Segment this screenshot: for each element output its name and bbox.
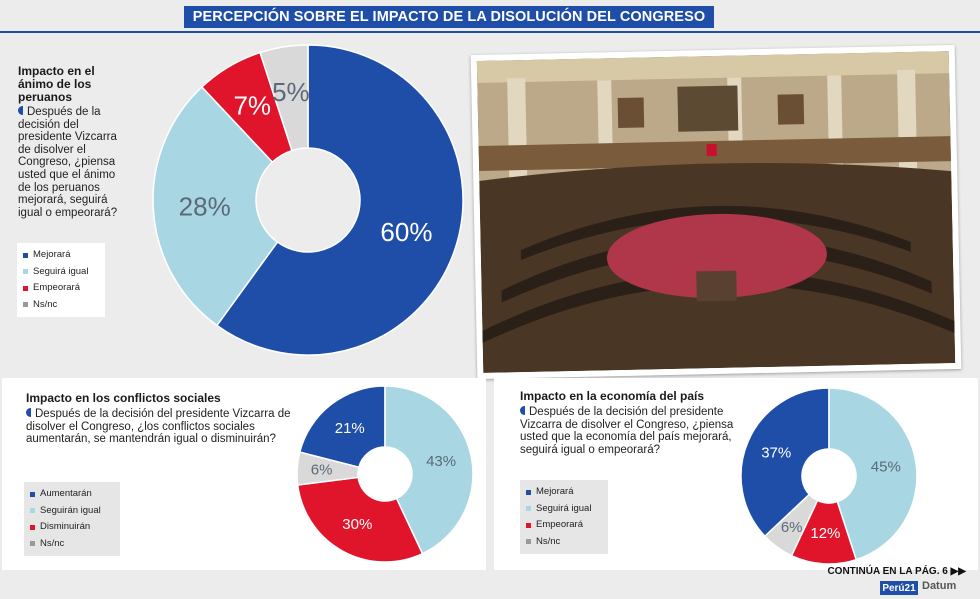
legend-item: Aumentarán bbox=[30, 486, 114, 503]
legend-swatch bbox=[30, 508, 35, 514]
chart-animo-panel: Impacto en el ánimo de los peruanos Desp… bbox=[0, 35, 470, 365]
slice-ns-nc bbox=[296, 451, 360, 486]
question-marker-icon bbox=[520, 406, 525, 415]
slice-mejorar- bbox=[740, 387, 830, 538]
congress-photo bbox=[470, 44, 962, 380]
chart-animo-legend: Mejorará Seguirá igual Empeorará Ns/nc bbox=[17, 243, 105, 317]
legend-item: Mejorará bbox=[526, 484, 602, 501]
congress-hall-image bbox=[476, 51, 956, 373]
legend-swatch bbox=[30, 524, 35, 530]
slice-aumentar-n bbox=[298, 385, 386, 469]
legend-swatch bbox=[23, 269, 28, 275]
data-label: 6% bbox=[781, 519, 803, 536]
legend-swatch bbox=[30, 541, 35, 547]
data-label: 37% bbox=[761, 445, 791, 462]
data-label: 6% bbox=[311, 462, 333, 479]
chart-conflictos-panel: Impacto en los conflictos sociales Despu… bbox=[2, 378, 486, 570]
chart-conflictos-donut: 21% 43% 30% 6% bbox=[296, 385, 474, 563]
legend-swatch bbox=[23, 302, 28, 308]
continued-note: CONTINÚA EN LA PÁG. 6 ▶▶ bbox=[827, 566, 966, 577]
slice-seguir-n-igual bbox=[384, 385, 474, 555]
data-label: 12% bbox=[810, 525, 840, 542]
slice-seguir-igual bbox=[152, 85, 279, 327]
chart-animo-title: Impacto en el ánimo de los peruanos bbox=[18, 64, 95, 104]
legend-swatch bbox=[23, 285, 28, 291]
legend-item: Seguirán igual bbox=[30, 503, 114, 520]
chart-conflictos-title: Impacto en los conflictos sociales bbox=[26, 391, 221, 405]
chart-economia-legend: Mejorará Seguirá igual Empeorará Ns/nc bbox=[520, 480, 608, 554]
data-label: 28% bbox=[179, 191, 231, 221]
page-title: PERCEPCIÓN SOBRE EL IMPACTO DE LA DISOLU… bbox=[192, 9, 706, 25]
legend-item: Ns/nc bbox=[30, 536, 114, 553]
slice-seguir-igual bbox=[828, 387, 918, 561]
title-rule bbox=[0, 31, 980, 33]
chart-animo-question: Después de la decisión del presidente Vi… bbox=[18, 106, 118, 219]
question-marker-icon bbox=[26, 408, 31, 417]
chart-animo-donut: 60% 28% 7% 5% bbox=[152, 44, 464, 356]
legend-item: Ns/nc bbox=[526, 534, 602, 551]
legend-item: Empeorará bbox=[526, 517, 602, 534]
chart-conflictos-legend: Aumentarán Seguirán igual Disminuirán Ns… bbox=[24, 482, 120, 556]
legend-swatch bbox=[526, 506, 531, 512]
peru21-logo: Perú21 bbox=[880, 581, 918, 595]
legend-swatch bbox=[526, 539, 531, 545]
title-banner: PERCEPCIÓN SOBRE EL IMPACTO DE LA DISOLU… bbox=[184, 6, 714, 28]
legend-swatch bbox=[23, 252, 28, 258]
data-label: 21% bbox=[335, 420, 365, 437]
legend-swatch bbox=[526, 522, 531, 528]
legend-item: Disminuirán bbox=[30, 519, 114, 536]
legend-item: Seguirá igual bbox=[23, 264, 99, 281]
slice-ns-nc bbox=[763, 493, 819, 557]
legend-item: Ns/nc bbox=[23, 297, 99, 314]
chart-economia-panel: Impacto en la economía del país Después … bbox=[494, 378, 978, 570]
data-label: 43% bbox=[426, 453, 456, 470]
legend-item: Seguirá igual bbox=[526, 501, 602, 518]
chart-economia-title: Impacto en la economía del país bbox=[520, 389, 705, 403]
chart-conflictos-question: Después de la decisión del presidente Vi… bbox=[26, 408, 291, 446]
slice-mejorar- bbox=[215, 44, 464, 356]
data-label: 5% bbox=[272, 77, 310, 107]
question-marker-icon bbox=[18, 106, 23, 115]
legend-item: Mejorará bbox=[23, 247, 99, 264]
datum-logo: Datum bbox=[922, 580, 957, 592]
legend-swatch bbox=[526, 489, 531, 495]
slice-ns-nc bbox=[259, 44, 309, 152]
legend-item: Empeorará bbox=[23, 280, 99, 297]
data-label: 60% bbox=[380, 217, 432, 247]
data-label: 7% bbox=[233, 91, 271, 121]
chart-economia-question: Después de la decisión del presidente Vi… bbox=[520, 406, 734, 456]
chart-economia-donut: 37% 45% 12% 6% bbox=[740, 387, 918, 565]
data-label: 45% bbox=[871, 459, 901, 476]
legend-swatch bbox=[30, 491, 35, 497]
data-label: 30% bbox=[342, 516, 372, 533]
slice-disminuir-n bbox=[296, 476, 424, 563]
